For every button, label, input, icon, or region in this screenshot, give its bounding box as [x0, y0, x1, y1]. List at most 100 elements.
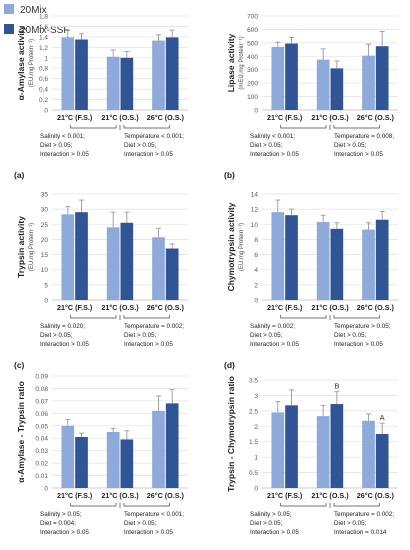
- bar: [165, 248, 179, 300]
- y-tick-label: 2.5: [249, 408, 258, 415]
- y-axis-unit: (mEU.mg Protein⁻¹): [239, 36, 245, 89]
- stats-text-temperature: Diet > 0.05;: [124, 520, 157, 527]
- x-tick-label: 21°C (O.S.): [311, 491, 349, 500]
- panel-label: (d): [224, 360, 235, 370]
- y-tick-label: 0.05: [35, 423, 48, 430]
- y-tick-label: 12: [251, 207, 259, 214]
- stats-text-temperature: Diet > 0.05;: [334, 332, 367, 339]
- bar: [271, 412, 285, 488]
- y-tick-label: 8: [254, 237, 258, 244]
- stats-text-salinity: Diet > 0.05;: [250, 332, 283, 339]
- stats-text-temperature: Interaction > 0.05: [334, 151, 383, 158]
- y-tick-label: 0,6: [39, 76, 48, 83]
- y-tick-label: 0.07: [35, 398, 48, 405]
- bar: [285, 405, 298, 488]
- temperature-bracket: [123, 503, 170, 507]
- stats-text-salinity: Salinity = 0.020;: [40, 323, 85, 330]
- legend-swatch: [4, 24, 14, 34]
- panel-label: (e): [14, 548, 25, 550]
- x-tick-label: 21°C (F.S.): [57, 491, 93, 500]
- bar: [106, 227, 120, 300]
- x-tick-label: 21°C (F.S.): [57, 303, 93, 312]
- y-axis-title: Lipase activity: [226, 33, 236, 92]
- bar: [61, 425, 75, 488]
- y-tick-label: 3.5: [249, 378, 258, 385]
- y-tick-label: 0.02: [35, 461, 48, 468]
- stats-text-salinity: Salinity > 0.05;: [250, 511, 292, 518]
- salinity-bracket: [70, 125, 117, 129]
- y-tick-label: 0,8: [39, 66, 48, 73]
- bar: [375, 46, 389, 110]
- y-tick-label: 14: [251, 192, 259, 199]
- chart-panel: 0 0.5 1 1.5 2 2.5 3 3.5 Trypsin - Chymotrypsin r…: [224, 376, 398, 550]
- temperature-bracket: [333, 125, 380, 129]
- x-tick-label: 21°C (F.S.): [57, 113, 93, 122]
- y-tick-label: 30: [41, 207, 49, 214]
- bar: [165, 37, 179, 110]
- panels: 0 0,2 0,4 0,6 0,8 1 1,2 1,4 1,6 1,8 α-Amylase acti…: [14, 14, 398, 550]
- x-tick-label: 21°C (O.S.): [311, 113, 349, 122]
- salinity-bracket: [70, 315, 117, 319]
- chart-panel: 0 0.01 0.02 0.03 0.04 0.05 0.06 0.07 0.08 0.09 α-A…: [14, 374, 188, 550]
- y-tick-label: 300: [247, 67, 258, 74]
- y-tick-label: 100: [247, 94, 258, 101]
- bar: [120, 57, 134, 110]
- salinity-bracket: [280, 125, 327, 129]
- x-tick-label: 21°C (F.S.): [267, 113, 303, 122]
- stats-text-temperature: Temperature = 0.002;: [124, 323, 184, 330]
- stats-text-salinity: Salinity = 0.002;: [250, 323, 295, 330]
- legend-label: 20Mix-SSF: [20, 25, 69, 36]
- bar: [375, 219, 389, 300]
- stats-text-salinity: Interaction > 0.05: [40, 151, 89, 158]
- bar: [330, 68, 344, 110]
- chart-panel: 0 5 10 15 20 25 30 35 Trypsin activity (EU.mg Pro…: [14, 192, 188, 370]
- y-tick-label: 500: [247, 40, 258, 47]
- panel-label: (a): [14, 170, 25, 180]
- stats-text-temperature: Temperature < 0.001;: [124, 511, 184, 518]
- y-axis-title: Trypsin activity: [16, 216, 26, 278]
- bar: [152, 40, 165, 110]
- bar: [316, 59, 330, 110]
- stats-text-salinity: Diet > 0.05;: [250, 142, 283, 149]
- x-tick-label: 26°C (O.S.): [147, 303, 185, 312]
- stats-text-temperature: Temperature = 0.002;: [334, 511, 394, 518]
- x-tick-label: 21°C (F.S.): [267, 491, 303, 500]
- y-tick-label: 3: [254, 393, 258, 400]
- temperature-bracket: [333, 315, 380, 319]
- bar: [61, 214, 75, 300]
- bar: [362, 55, 375, 110]
- panel-label: (b): [224, 170, 235, 180]
- stats-text-salinity: Interaction > 0.05: [40, 529, 89, 536]
- bar: [271, 46, 285, 110]
- y-tick-label: 0.5: [249, 470, 258, 477]
- x-tick-label: 21°C (O.S.): [101, 303, 139, 312]
- y-axis-unit: (EU.mg Protein⁻¹): [29, 223, 35, 271]
- bar: [316, 416, 330, 488]
- stats-text-temperature: Interaction > 0.05: [124, 151, 173, 158]
- y-tick-label: 0: [44, 486, 48, 493]
- salinity-bracket: [280, 315, 327, 319]
- y-tick-label: 2: [254, 424, 258, 431]
- y-tick-label: 0: [254, 298, 258, 305]
- y-tick-label: 0.08: [35, 386, 48, 393]
- y-tick-label: 200: [247, 81, 258, 88]
- y-tick-label: 0.09: [35, 374, 48, 381]
- y-tick-label: 5: [44, 282, 48, 289]
- y-tick-label: 20: [41, 237, 49, 244]
- y-tick-label: 0,2: [39, 97, 48, 104]
- panel-label: (f): [224, 548, 233, 550]
- y-tick-label: 1,2: [39, 45, 48, 52]
- stats-text-salinity: Interaction > 0.05: [250, 341, 299, 348]
- y-tick-label: 4: [254, 267, 258, 274]
- legend: 20Mix 20Mix-SSF: [4, 4, 69, 36]
- significance-letter: A: [380, 413, 385, 422]
- stats-text-salinity: Diet = 0.004;: [40, 520, 76, 527]
- y-tick-label: 10: [41, 267, 49, 274]
- stats-text-temperature: Interaction > 0.05: [124, 341, 173, 348]
- stats-text-salinity: Interaction > 0.05: [250, 151, 299, 158]
- bar: [330, 404, 344, 488]
- y-tick-label: 0.06: [35, 411, 48, 418]
- x-tick-label: 26°C (O.S.): [357, 303, 395, 312]
- y-axis-unit: (EU.mg Protein⁻¹): [239, 223, 245, 271]
